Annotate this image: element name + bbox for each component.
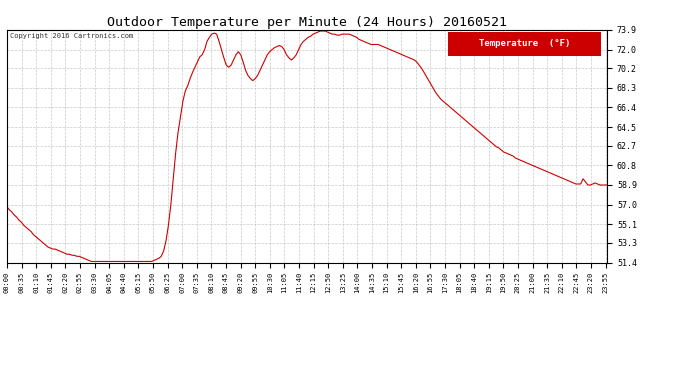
Title: Outdoor Temperature per Minute (24 Hours) 20160521: Outdoor Temperature per Minute (24 Hours…	[107, 16, 507, 29]
Text: Copyright 2016 Cartronics.com: Copyright 2016 Cartronics.com	[10, 33, 133, 39]
